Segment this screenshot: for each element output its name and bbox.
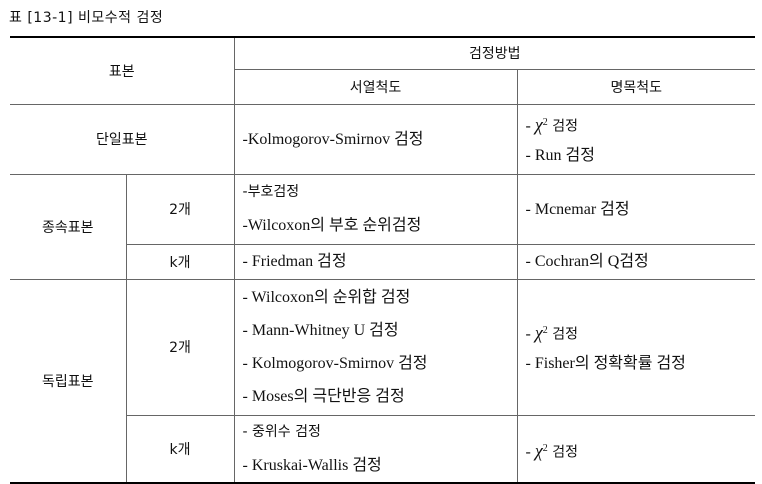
single-nominal-cell: - χ2 검정 - Run 검정 (516, 103, 756, 175)
independent-two-k: 2개 (125, 278, 235, 416)
list-item: - Run 검정 (525, 147, 595, 164)
table-caption: 표 [13-1] 비모수적 검정 (9, 10, 164, 26)
list-item: - Mcnemar 검정 (525, 200, 630, 218)
list-item: - Mann-Whitney U 검정 (242, 322, 399, 339)
list-item: - χ2 검정 (525, 322, 578, 343)
independent-two-nominal-cell: - χ2 검정 - Fisher의 정확확률 검정 (516, 278, 756, 416)
header-method: 검정방법 (233, 37, 756, 70)
list-item: - Moses의 극단반응 검정 (242, 388, 405, 405)
dependent-two-nominal-cell: - Mcnemar 검정 (516, 173, 756, 245)
independent-k-ordinal-cell: - 중위수 검정 - Kruskai-Wallis 검정 (233, 414, 518, 483)
list-item: - χ2 검정 (525, 440, 578, 461)
independent-k-nominal-cell: - χ2 검정 (516, 414, 756, 483)
list-item: - Kolmogorov-Smirnov 검정 (242, 355, 428, 372)
dependent-k-nominal-cell: - Cochran의 Q검정 (516, 243, 756, 280)
row-label-single: 단일표본 (10, 103, 235, 175)
list-item: -부호검정 (242, 184, 300, 200)
row-label-independent: 독립표본 (10, 278, 127, 483)
independent-k-k: k개 (126, 414, 235, 483)
independent-two-ordinal-cell: - Wilcoxon의 순위합 검정 - Mann-Whitney U 검정 -… (233, 278, 518, 416)
list-item: - Kruskai-Wallis 검정 (242, 456, 382, 474)
row-label-dependent: 종속표본 (10, 173, 127, 280)
header-nominal: 명목척도 (516, 68, 756, 105)
dependent-two-k: 2개 (125, 173, 235, 245)
list-item: - Cochran의 Q검정 (525, 253, 649, 270)
dependent-two-ordinal-cell: -부호검정 -Wilcoxon의 부호 순위검정 (233, 173, 518, 245)
header-sample: 표본 (10, 37, 235, 105)
list-item: - χ2 검정 (525, 114, 578, 135)
list-item: - Wilcoxon의 순위합 검정 (242, 289, 411, 306)
list-item: - 중위수 검정 (242, 423, 321, 440)
nonparametric-tests-table: 표본 검정방법 서열척도 명목척도 단일표본 -Kolmogorov-Smirn… (10, 36, 756, 484)
list-item: -Wilcoxon의 부호 순위검정 (242, 217, 422, 234)
dependent-k-k: k개 (126, 243, 235, 280)
list-item: - Friedman 검정 (242, 253, 347, 270)
header-ordinal: 서열척도 (234, 68, 518, 105)
single-ordinal-cell: -Kolmogorov-Smirnov 검정 (233, 103, 518, 175)
list-item: -Kolmogorov-Smirnov 검정 (242, 130, 424, 148)
list-item: - Fisher의 정확확률 검정 (525, 355, 686, 372)
dependent-k-ordinal-cell: - Friedman 검정 (233, 243, 518, 280)
